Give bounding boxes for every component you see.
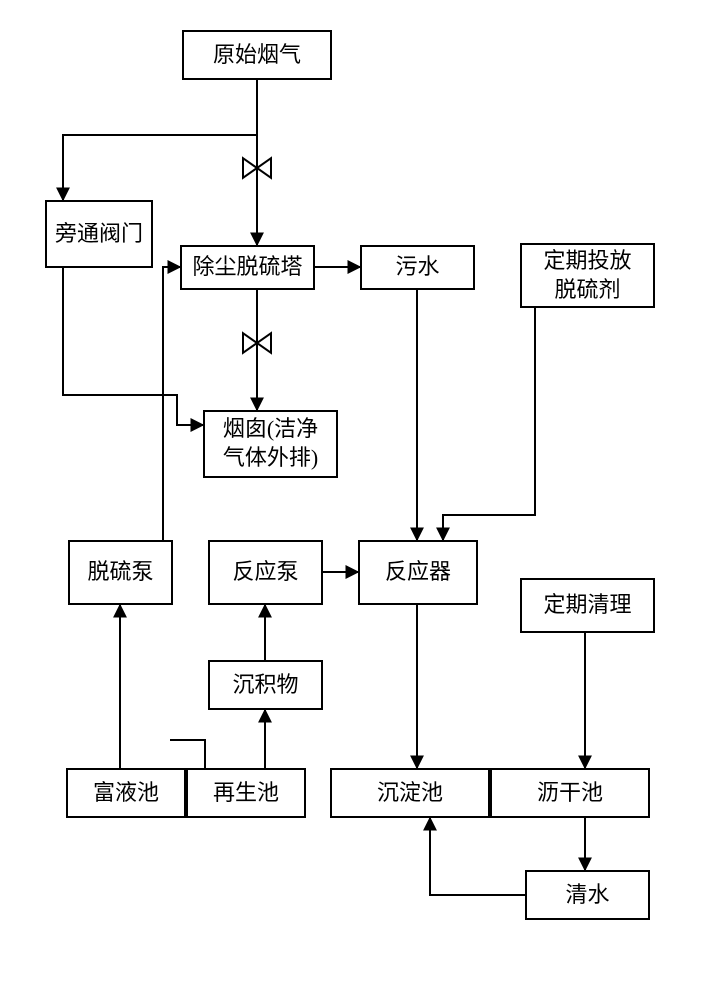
edge-layer bbox=[0, 0, 705, 1000]
edge-regen_pool-rich_pool_branch bbox=[170, 740, 205, 768]
edge-dosing-reactor bbox=[443, 308, 535, 540]
node-clean_water: 清水 bbox=[525, 870, 650, 920]
node-label: 定期清理 bbox=[543, 591, 631, 620]
edge-clean_water-settle_pool bbox=[430, 818, 525, 895]
node-bypass: 旁通阀门 bbox=[45, 200, 153, 268]
node-label: 反应器 bbox=[385, 558, 451, 587]
node-dosing: 定期投放 脱硫剂 bbox=[520, 243, 655, 308]
node-label: 旁通阀门 bbox=[55, 220, 143, 249]
node-label: 除尘脱硫塔 bbox=[192, 253, 302, 282]
node-desulf_pump: 脱硫泵 bbox=[68, 540, 173, 605]
valve-symbol bbox=[243, 158, 271, 178]
edge-bypass-chimney_branch bbox=[63, 268, 203, 425]
edge-desulf_pump-tower bbox=[145, 267, 180, 560]
node-react_pump: 反应泵 bbox=[208, 540, 323, 605]
node-label: 烟囱(洁净 气体外排) bbox=[223, 415, 318, 472]
node-label: 沉淀池 bbox=[377, 779, 443, 808]
node-label: 沥干池 bbox=[537, 779, 603, 808]
flowchart-canvas: 原始烟气旁通阀门除尘脱硫塔 污水 定期投放 脱硫剂烟囱(洁净 气体外排) 脱硫泵 反应泵… bbox=[0, 0, 705, 1000]
node-chimney: 烟囱(洁净 气体外排) bbox=[203, 410, 338, 478]
node-label: 清水 bbox=[565, 881, 609, 910]
node-label: 再生池 bbox=[213, 779, 279, 808]
node-reactor: 反应器 bbox=[358, 540, 478, 605]
node-tower: 除尘脱硫塔 bbox=[180, 245, 315, 290]
node-raw_gas: 原始烟气 bbox=[182, 30, 332, 80]
node-label: 污水 bbox=[395, 253, 439, 282]
node-label: 富液池 bbox=[93, 779, 159, 808]
node-sewage: 污水 bbox=[360, 245, 475, 290]
node-regen_pool: 再生池 bbox=[186, 768, 306, 818]
node-label: 原始烟气 bbox=[213, 41, 301, 70]
node-label: 脱硫泵 bbox=[87, 558, 153, 587]
valve-symbol bbox=[243, 333, 271, 353]
node-cleanup: 定期清理 bbox=[520, 578, 655, 633]
node-rich_pool: 富液池 bbox=[66, 768, 186, 818]
node-settle_pool: 沉淀池 bbox=[330, 768, 490, 818]
node-dry_pool: 沥干池 bbox=[490, 768, 650, 818]
edge-raw_gas-bypass_branch bbox=[63, 135, 257, 200]
node-label: 反应泵 bbox=[232, 558, 298, 587]
node-sediment: 沉积物 bbox=[208, 660, 323, 710]
node-label: 沉积物 bbox=[232, 671, 298, 700]
node-label: 定期投放 脱硫剂 bbox=[543, 247, 631, 304]
